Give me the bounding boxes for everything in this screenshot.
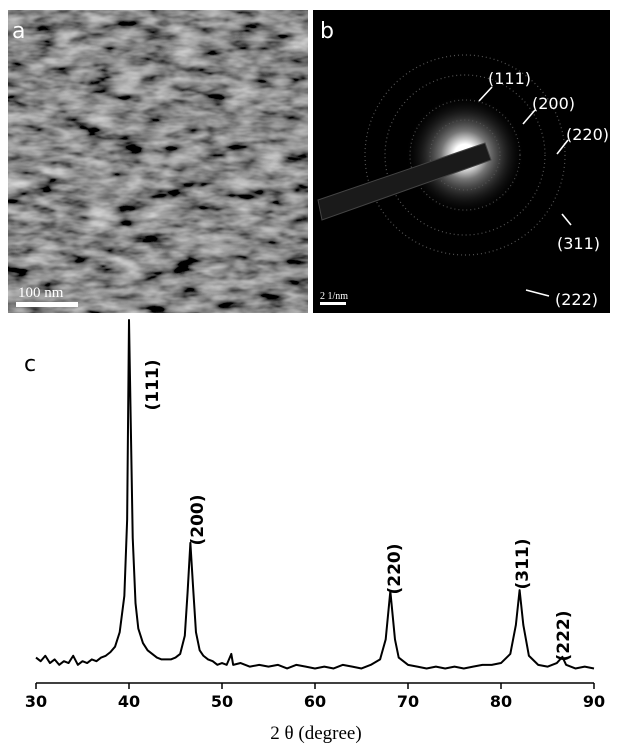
scale-bar bbox=[16, 302, 78, 307]
ring-label: (222) bbox=[555, 290, 598, 309]
peak-label: (200) bbox=[188, 494, 208, 545]
x-axis-label: 2 θ (degree) bbox=[270, 723, 361, 744]
ring-label: (220) bbox=[566, 125, 609, 144]
x-tick-label: 30 bbox=[25, 692, 47, 711]
x-tick-label: 70 bbox=[397, 692, 419, 711]
x-tick-label: 60 bbox=[304, 692, 326, 711]
peak-label: (220) bbox=[385, 543, 405, 594]
scale-bar-label: 2 1/nm bbox=[320, 291, 348, 302]
peak-label: (311) bbox=[513, 538, 533, 589]
ring-label: (111) bbox=[488, 69, 531, 88]
peak-label: (111) bbox=[143, 359, 163, 410]
beam-stopper bbox=[317, 142, 492, 221]
panel-label: b bbox=[320, 19, 334, 44]
x-tick-label: 50 bbox=[211, 692, 233, 711]
arrows bbox=[478, 86, 572, 297]
scale-bar bbox=[320, 302, 346, 305]
panel-label: c bbox=[24, 352, 36, 377]
peak-label: (222) bbox=[554, 610, 574, 661]
scale-bar-label: 100 nm bbox=[18, 285, 64, 301]
xrd-pattern bbox=[35, 319, 595, 670]
tem-texture bbox=[8, 10, 308, 313]
panel-label: a bbox=[12, 19, 25, 44]
x-tick-label: 80 bbox=[490, 692, 512, 711]
ring-label: (200) bbox=[532, 94, 575, 113]
x-tick-label: 90 bbox=[583, 692, 605, 711]
x-tick-label: 40 bbox=[118, 692, 140, 711]
ring-label: (311) bbox=[557, 234, 600, 253]
